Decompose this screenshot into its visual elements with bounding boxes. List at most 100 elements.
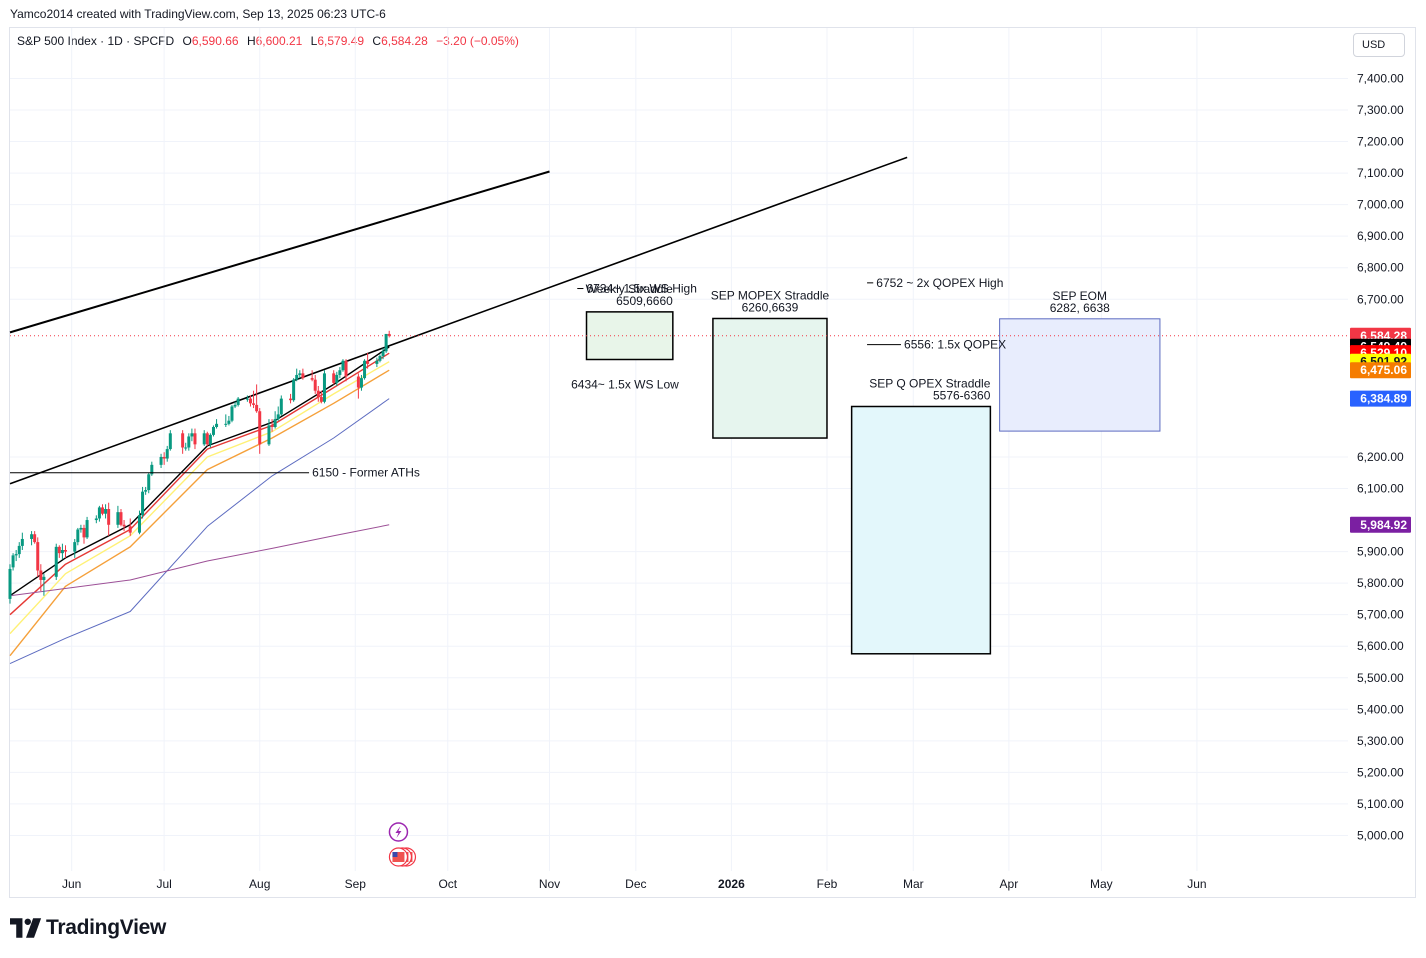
candle-body <box>8 568 12 599</box>
box-title: SEP EOM <box>1053 289 1107 303</box>
candle-body <box>233 404 237 407</box>
candle-body <box>141 491 145 516</box>
price-label-text: 5,984.92 <box>1360 518 1407 532</box>
candle-body <box>11 555 15 568</box>
candle-body <box>137 515 141 533</box>
candle-body <box>366 360 370 364</box>
level-label: 6752 ~ 2x QOPEX High <box>876 276 1003 290</box>
moving-averages <box>9 346 390 665</box>
candle-body <box>322 373 326 402</box>
candle-body <box>187 436 191 448</box>
y-tick-label: 5,700.00 <box>1357 608 1404 622</box>
close-key: C <box>372 34 382 48</box>
price-labels: 6,584.286,549.496,529.106,501.926,475.06… <box>1350 327 1411 533</box>
currency-button[interactable]: USD <box>1353 33 1405 57</box>
candle-body <box>224 423 228 425</box>
candle-body <box>79 527 83 530</box>
candle-body <box>356 376 360 388</box>
candle-body <box>63 550 67 552</box>
candle-body <box>344 360 348 377</box>
low-key: L <box>310 34 318 48</box>
price-label-bg <box>1350 362 1411 379</box>
candle-body <box>267 425 271 445</box>
straddle-box <box>585 311 674 361</box>
candle-body <box>387 333 391 336</box>
candle-body <box>292 379 296 401</box>
x-tick-label: Apr <box>1000 877 1019 891</box>
candle-body <box>248 398 252 404</box>
y-tick-label: 6,700.00 <box>1357 292 1404 306</box>
time-axis[interactable]: Jun Jul Aug Sep Oct Nov Dec 2026 Feb Mar Apr May Jun <box>62 877 1207 891</box>
candle-body <box>208 434 212 445</box>
candle-body <box>60 550 64 554</box>
y-tick-label: 5,400.00 <box>1357 702 1404 716</box>
candle-body <box>57 546 61 554</box>
candle-body <box>202 433 206 445</box>
level-label: 6150 - Former ATHs <box>312 466 420 480</box>
candle-body <box>298 373 302 375</box>
candle-body <box>205 433 209 445</box>
candle-body <box>193 433 197 445</box>
x-tick-label: Aug <box>249 877 270 891</box>
y-tick-label: 7,100.00 <box>1357 166 1404 180</box>
chart-frame <box>9 27 1416 898</box>
candle-body <box>384 333 388 352</box>
candle-body <box>236 398 240 405</box>
price-label-bg <box>1350 516 1411 533</box>
annotations[interactable]: 6150 - Former ATHs 6734~ 1.5x WS High 6556… <box>10 276 1006 480</box>
candles <box>8 330 391 604</box>
high-value: 6,600.21 <box>255 34 303 48</box>
level-label: 6434~ 1.5x WS Low <box>571 377 679 391</box>
y-tick-label: 5,300.00 <box>1357 734 1404 748</box>
candle-body <box>211 426 215 435</box>
symbol-legend[interactable]: S&P 500 Index · 1D · SPCFD O6,590.66 H6,… <box>17 34 519 48</box>
x-tick-label: Nov <box>539 877 560 891</box>
y-tick-label: 7,400.00 <box>1357 71 1404 85</box>
low-value: 6,579.49 <box>317 34 365 48</box>
candle-body <box>310 378 314 380</box>
candle-body <box>363 360 367 379</box>
candle-body <box>359 378 363 388</box>
candle-body <box>36 542 40 571</box>
trendlines[interactable] <box>9 156 1348 485</box>
candle-body <box>14 554 18 556</box>
moving-average-line <box>9 352 390 616</box>
high-key: H <box>246 34 256 48</box>
moving-average-line <box>9 361 390 635</box>
y-tick-label: 6,900.00 <box>1357 229 1404 243</box>
y-tick-label: 7,000.00 <box>1357 198 1404 212</box>
price-axis[interactable]: 5,000.00 5,100.00 5,200.00 5,300.00 5,400.00… <box>1357 71 1404 842</box>
candle-body <box>289 398 293 401</box>
candle-body <box>215 423 219 427</box>
y-tick-label: 5,200.00 <box>1357 765 1404 779</box>
candle-body <box>116 512 120 525</box>
moving-average-line <box>9 398 390 665</box>
x-tick-label: Dec <box>625 877 646 891</box>
symbol-name[interactable]: S&P 500 Index · 1D · SPCFD <box>17 34 175 48</box>
candle-body <box>381 351 385 357</box>
event-markers[interactable] <box>388 822 417 867</box>
open-key: O <box>182 34 192 48</box>
candle-body <box>42 576 46 580</box>
candle-body <box>270 425 274 427</box>
candle-body <box>104 509 108 514</box>
candle-body <box>39 570 43 580</box>
price-label-text: 6,384.89 <box>1360 392 1407 406</box>
candle-body <box>54 546 58 577</box>
straddle-box <box>999 318 1161 432</box>
candle-body <box>230 406 234 421</box>
us-flag-canton-icon <box>392 852 398 857</box>
tradingview-brand[interactable]: TradingView <box>10 914 166 942</box>
chart-credit: Yamco2014 created with TradingView.com, … <box>10 7 386 21</box>
x-tick-label: Feb <box>817 877 838 891</box>
candle-body <box>165 449 169 459</box>
y-tick-label: 5,600.00 <box>1357 639 1404 653</box>
box-range: 6282, 6638 <box>1050 301 1110 315</box>
y-tick-label: 6,200.00 <box>1357 450 1404 464</box>
box-range: 6509,6660 <box>616 294 673 308</box>
candle-body <box>184 447 188 449</box>
grid-lines <box>10 28 1348 871</box>
x-tick-label: Jun <box>62 877 81 891</box>
